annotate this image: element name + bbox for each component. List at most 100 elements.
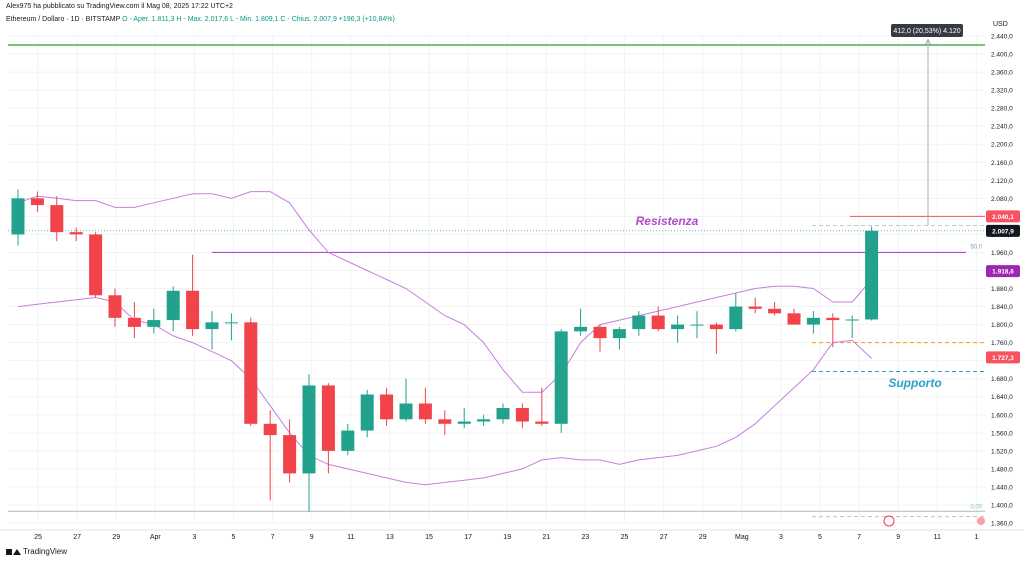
x-tick-label: 3: [779, 534, 783, 541]
candle-body: [671, 324, 685, 330]
x-tick-label: 7: [857, 534, 861, 541]
x-tick-label: 11: [347, 534, 354, 541]
tradingview-logo-icon: [6, 548, 21, 556]
x-tick-label: 3: [192, 534, 196, 541]
candle-body: [768, 308, 782, 314]
event-icon: [883, 515, 895, 527]
candle-body: [244, 322, 258, 424]
event-dot-icon: [977, 517, 985, 525]
candle-body: [205, 322, 219, 330]
x-tick-label: Apr: [150, 534, 162, 541]
x-tick-label: 29: [699, 534, 707, 541]
candle-body: [127, 317, 141, 327]
y-tick-label: 1.760,0: [991, 340, 1013, 347]
candle-body: [438, 419, 452, 424]
y-tick-label: 2.440,0: [991, 34, 1013, 41]
y-tick-label: 1.600,0: [991, 412, 1013, 419]
fib-50-label: 50,0: [970, 244, 982, 250]
bollinger-upper-line: [17, 191, 872, 393]
candle-body: [554, 331, 568, 424]
candle-body: [709, 324, 723, 330]
candle-body: [826, 317, 840, 321]
candle-body: [321, 385, 335, 451]
time-axis[interactable]: 25 27 29 Apr 3 5 7 9 11 13 15 17 19 21 23 25 27 29 Mag 3 5 7 9…: [0, 529, 1024, 541]
candle-body: [845, 319, 859, 321]
candle-body: [535, 421, 549, 424]
candle-body: [690, 324, 704, 326]
annotation-layer: 50,0 0,00 Resistenza Supporto 412,0 (20,53%)…: [8, 24, 985, 527]
y-tick-label: 1.360,0: [991, 521, 1013, 528]
candle-body: [30, 198, 44, 206]
published-line: Alex975 ha pubblicato su TradingView.com…: [6, 3, 233, 10]
y-tick-label: 1.640,0: [991, 394, 1013, 401]
candle-body: [11, 198, 25, 235]
price-tag: [986, 351, 1020, 364]
x-tick-label: 9: [310, 534, 314, 541]
price-tag: [986, 265, 1020, 278]
price-tag-label: 2.040,1: [992, 214, 1014, 221]
y-tick-label: 1.680,0: [991, 376, 1013, 383]
x-tick-label: 25: [621, 534, 629, 541]
x-tick-label: 11: [934, 534, 941, 541]
candle-body: [729, 306, 743, 330]
bollinger-bands: [17, 191, 872, 486]
candles-layer: [11, 189, 879, 512]
candle-body: [166, 290, 180, 321]
candle-body: [341, 430, 355, 451]
measure-tooltip: [891, 24, 963, 37]
candle-body: [263, 423, 277, 436]
y-tick-label: 2.120,0: [991, 178, 1013, 185]
y-tick-label: 2.160,0: [991, 160, 1013, 167]
y-tick-label: 2.280,0: [991, 106, 1013, 113]
candle-body: [224, 322, 238, 324]
y-tick-label: 2.360,0: [991, 70, 1013, 77]
candle-body: [380, 394, 394, 420]
y-tick-label: 1.480,0: [991, 466, 1013, 473]
symbol-title: Ethereum / Dollaro · 1D · BITSTAMP: [6, 16, 121, 23]
candle-body: [69, 232, 83, 235]
x-tick-label: 13: [386, 534, 394, 541]
price-tag-label: 2.007,9: [992, 228, 1014, 235]
x-tick-label: 21: [542, 534, 550, 541]
candle-body: [806, 317, 820, 325]
candle-body: [632, 315, 646, 330]
grid-lines: [8, 35, 985, 524]
y-tick-label: 2.240,0: [991, 124, 1013, 131]
candle-body: [302, 385, 316, 474]
x-tick-label: 29: [112, 534, 120, 541]
x-tick-label: 5: [818, 534, 822, 541]
candle-body: [186, 290, 200, 330]
fib-0-label: 0,00: [970, 504, 982, 510]
candle-body: [787, 313, 801, 325]
candle-body: [89, 234, 103, 296]
x-tick-label: 9: [896, 534, 900, 541]
y-tick-label: 1.840,0: [991, 304, 1013, 311]
x-tick-label: 19: [503, 534, 511, 541]
y-axis-unit: USD: [993, 21, 1008, 28]
candle-body: [515, 408, 529, 422]
candle-body: [147, 320, 161, 327]
candle-body: [418, 403, 432, 420]
candle-body: [593, 326, 607, 339]
symbol-info: Ethereum / Dollaro · 1D · BITSTAMP O - A…: [6, 16, 395, 23]
candle-body: [360, 394, 374, 431]
candle-body: [457, 421, 471, 424]
candle-body: [748, 306, 762, 309]
x-tick-label: Mag: [735, 534, 749, 541]
tradingview-footer[interactable]: TradingView: [6, 547, 67, 556]
x-tick-label: 5: [232, 534, 236, 541]
price-tags: 2.040,1 2.007,9 1.918,6 1.727,3: [986, 210, 1020, 364]
y-tick-label: 1.520,0: [991, 448, 1013, 455]
x-tick-label: 7: [271, 534, 275, 541]
bollinger-lower-line: [17, 296, 872, 486]
price-tag-label: 1.727,3: [992, 355, 1014, 362]
x-tick-label: 23: [582, 534, 590, 541]
candle-body: [50, 205, 64, 233]
candle-body: [574, 326, 588, 332]
support-label: Supporto: [888, 376, 941, 390]
price-tag: [986, 210, 1020, 223]
y-tick-label: 2.320,0: [991, 88, 1013, 95]
brand-label: TradingView: [23, 547, 68, 556]
resistance-label: Resistenza: [636, 214, 699, 228]
